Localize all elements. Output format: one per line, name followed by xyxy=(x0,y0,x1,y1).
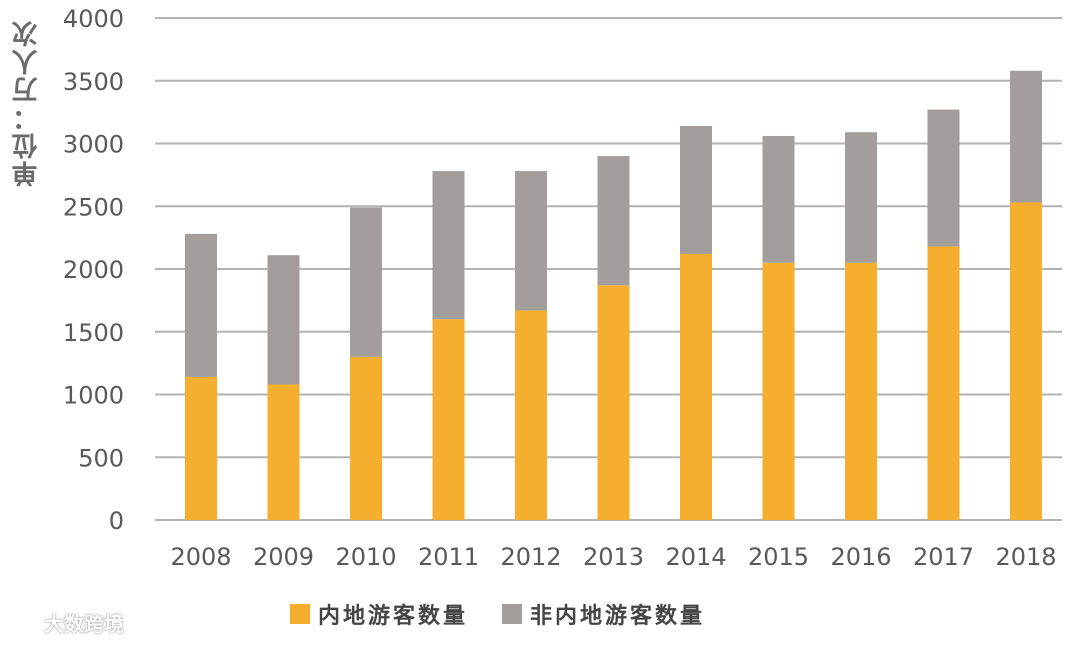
legend: 内地游客数量 非内地游客数量 xyxy=(290,596,705,632)
bar-non-mainland xyxy=(762,135,795,263)
y-tick-label: 1000 xyxy=(63,382,124,410)
bar-mainland xyxy=(762,262,795,520)
bar-mainland xyxy=(267,384,300,520)
x-tick-label: 2017 xyxy=(913,543,974,571)
x-tick-label: 2013 xyxy=(583,543,644,571)
y-axis-label: 单位：万人次 xyxy=(12,19,42,187)
legend-item-mainland: 内地游客数量 xyxy=(290,598,468,630)
y-tick-label: 3500 xyxy=(63,68,124,96)
bar-non-mainland xyxy=(350,207,382,357)
bar-mainland xyxy=(927,246,960,520)
bar-non-mainland xyxy=(185,233,217,377)
y-tick-label: 2000 xyxy=(63,256,124,284)
bar-non-mainland xyxy=(515,171,547,311)
bar-non-mainland xyxy=(267,255,300,385)
bar-mainland xyxy=(515,310,547,520)
bar-non-mainland xyxy=(927,109,960,247)
bar-non-mainland xyxy=(432,171,465,320)
y-tick-label: 500 xyxy=(78,444,124,472)
x-tick-label: 2011 xyxy=(418,543,479,571)
bar-mainland xyxy=(1010,202,1042,521)
x-tick-label: 2009 xyxy=(253,543,314,571)
bar-mainland xyxy=(432,319,465,520)
x-tick-label: 2012 xyxy=(500,543,561,571)
bar-non-mainland xyxy=(680,125,712,254)
watermark-logo-icon xyxy=(6,615,40,630)
watermark-text: 大数跨境 xyxy=(44,612,124,636)
bar-mainland xyxy=(350,356,382,520)
bar-mainland xyxy=(845,262,877,520)
legend-item-non-mainland: 非内地游客数量 xyxy=(502,598,705,630)
legend-label-mainland: 内地游客数量 xyxy=(318,604,469,629)
legend-swatch-non-mainland xyxy=(502,604,523,624)
y-tick-label: 2500 xyxy=(63,193,124,221)
x-tick-label: 2016 xyxy=(830,543,891,571)
watermark: 大数跨境 xyxy=(6,608,124,637)
y-tick-label: 4000 xyxy=(63,5,124,33)
x-tick-label: 2008 xyxy=(170,543,231,571)
x-tick-label: 2018 xyxy=(995,543,1056,571)
bar-non-mainland xyxy=(1010,70,1042,203)
x-tick-label: 2010 xyxy=(335,543,396,571)
x-tick-label: 2014 xyxy=(665,543,726,571)
bar-mainland xyxy=(597,285,630,520)
legend-label-non-mainland: 非内地游客数量 xyxy=(530,604,706,629)
y-tick-label: 1500 xyxy=(63,319,124,347)
bar-non-mainland xyxy=(845,132,877,263)
x-tick-label: 2015 xyxy=(748,543,809,571)
y-tick-label: 0 xyxy=(109,507,124,535)
y-tick-label: 3000 xyxy=(63,131,124,159)
bar-non-mainland xyxy=(597,156,630,286)
bar-mainland xyxy=(185,376,217,520)
legend-swatch-mainland xyxy=(290,604,310,624)
bar-mainland xyxy=(680,253,712,520)
